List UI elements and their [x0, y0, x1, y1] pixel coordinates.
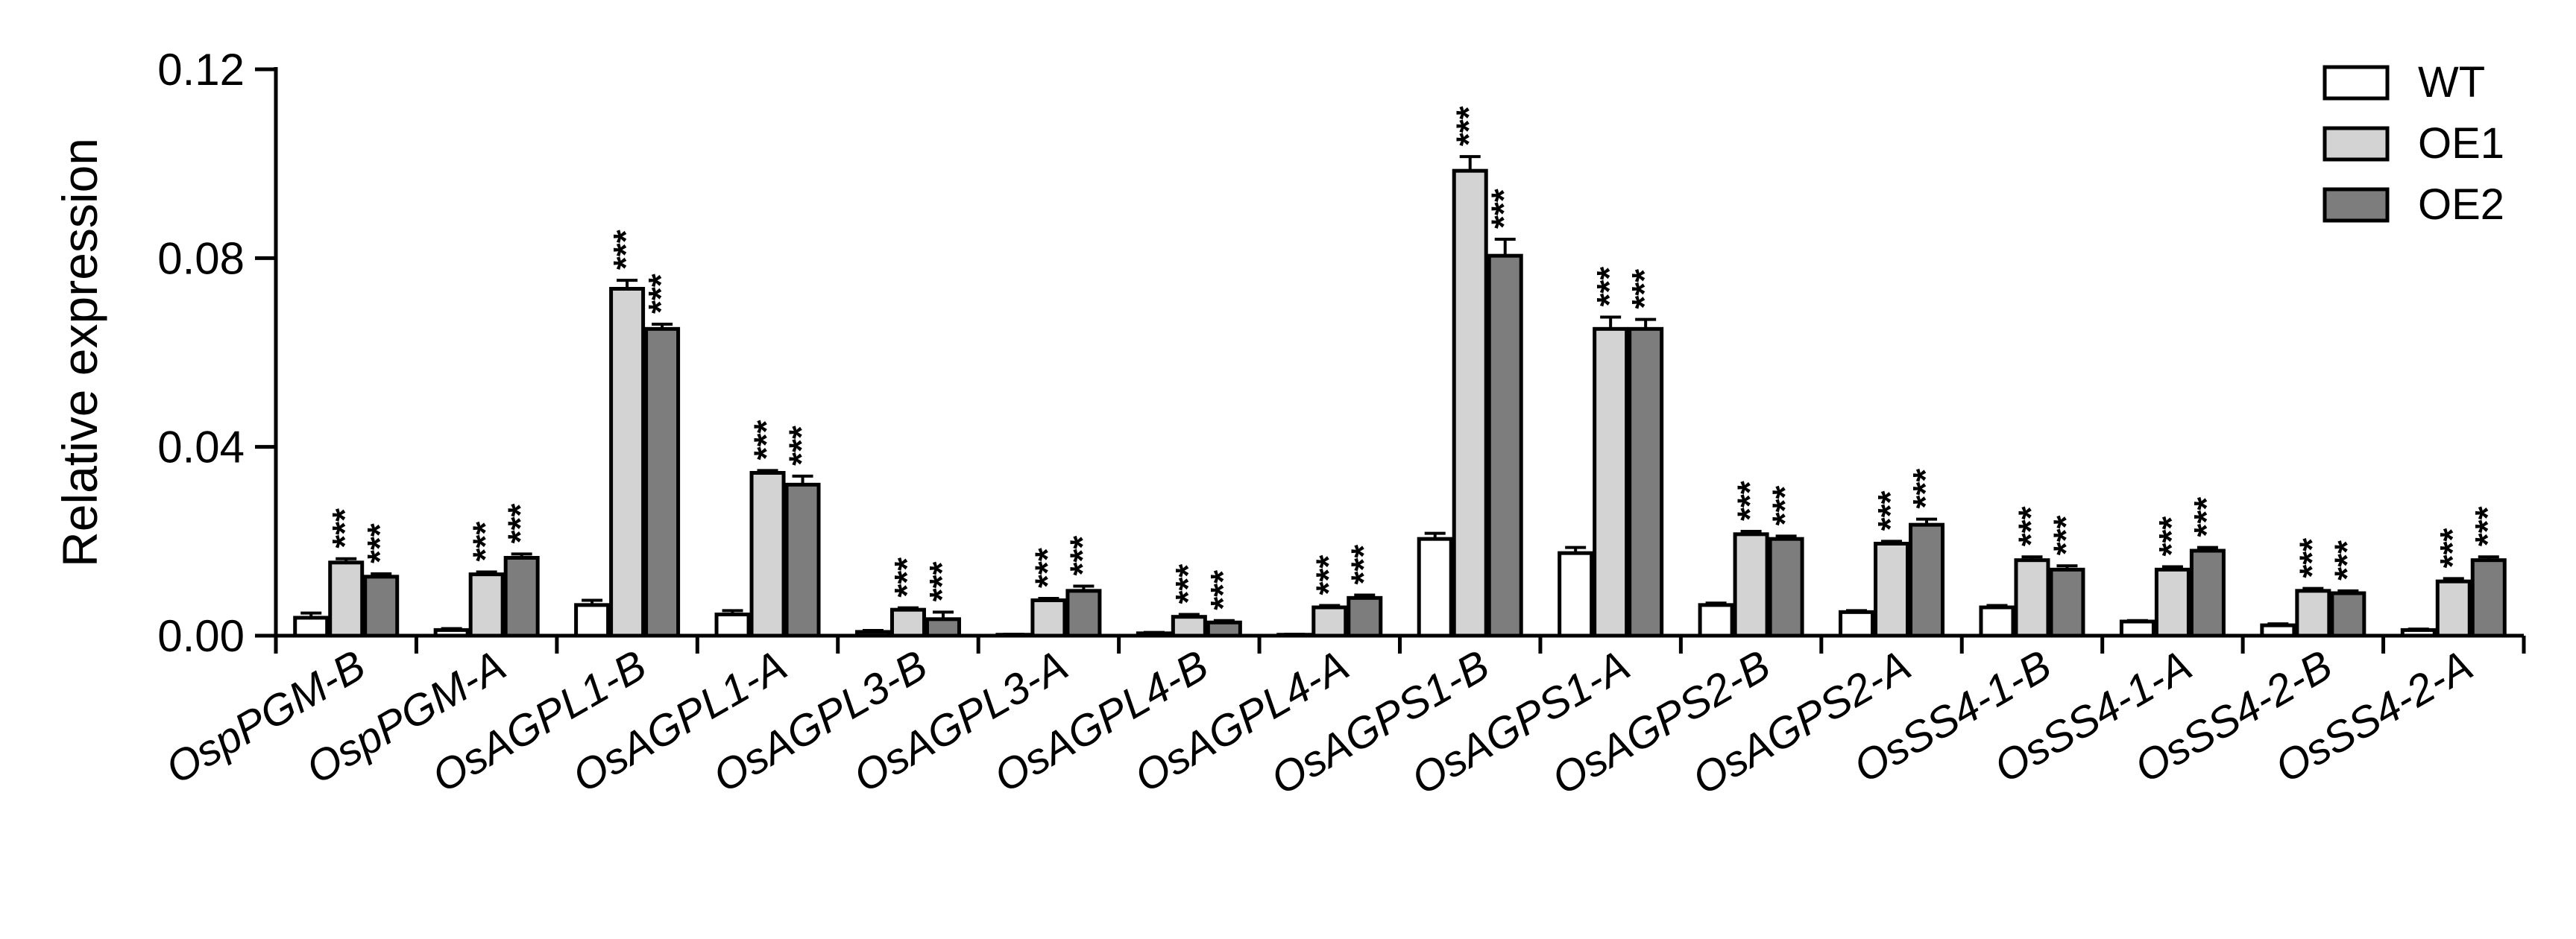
significance-marker: *** [1906, 469, 1944, 509]
bar-wt-osss4-1-b [1979, 605, 2015, 638]
bar-wt-osppgm-b [293, 616, 330, 638]
bar-oe1-osppgm-a [468, 572, 505, 638]
y-tick-label: 0.00 [157, 611, 245, 661]
significance-marker: *** [2433, 528, 2472, 569]
bar-oe2-osagps2-b [1768, 537, 1804, 638]
bar-wt-osagps2-a [1839, 610, 1875, 638]
significance-marker: *** [501, 504, 540, 544]
significance-marker: *** [1309, 555, 1347, 595]
y-tick-label: 0.08 [157, 233, 245, 283]
bar-oe1-osss4-1-b [2014, 558, 2050, 638]
bar-oe1-osagpl4-b [1171, 615, 1207, 638]
significance-marker: *** [1203, 570, 1242, 610]
significance-marker: *** [2292, 538, 2331, 578]
bar-oe2-osss4-1-a [2189, 548, 2226, 638]
significance-marker: *** [1766, 486, 1804, 526]
legend-label-oe2: OE2 [2418, 180, 2504, 229]
significance-marker: *** [1062, 536, 1101, 576]
bar-oe2-osss4-1-b [2049, 567, 2085, 638]
bar-oe2-osss4-2-b [2330, 591, 2366, 638]
bar-oe2-osagpl1-b [644, 326, 681, 638]
bar-oe2-osagps2-a [1909, 522, 1945, 638]
bar-oe1-osss4-2-b [2295, 589, 2331, 638]
legend-label-oe1: OE1 [2418, 119, 2504, 168]
y-tick-label: 0.12 [157, 45, 245, 95]
y-axis-label-group: Relative expression [52, 138, 107, 567]
significance-marker: *** [782, 426, 821, 466]
bar-oe1-osagpl3-a [1030, 598, 1067, 638]
bar-wt-osagpl1-b [574, 603, 611, 638]
bar-oe2-osagpl4-a [1347, 595, 1383, 638]
bar-wt-osss4-1-a [2119, 619, 2155, 638]
legend-label-wt: WT [2418, 58, 2485, 107]
significance-marker: *** [1027, 548, 1066, 588]
significance-marker: *** [1731, 481, 1769, 521]
bar-wt-osagps1-a [1558, 551, 1594, 638]
y-axis-ticks: 0.00 0.04 0.08 0.12 [157, 45, 276, 661]
bar-oe2-osagpl4-b [1206, 620, 1242, 638]
significance-marker: *** [1590, 267, 1628, 307]
x-axis-category-labels: OspPGM-BOspPGM-AOsAGPL1-BOsAGPL1-AOsAGPL… [157, 641, 2481, 804]
significance-marker: *** [2046, 515, 2085, 555]
significance-marker: *** [1449, 106, 1488, 146]
significance-marker: *** [1484, 189, 1523, 229]
legend-swatch-oe1 [2323, 126, 2390, 162]
significance-marker: *** [606, 230, 645, 270]
bar-oe2-osagpl1-a [784, 482, 821, 638]
bar-oe1-osppgm-b [328, 560, 365, 638]
bar-oe1-osagpl1-b [609, 287, 646, 638]
bar-oe2-osss4-2-a [2470, 558, 2507, 638]
significance-marker: *** [2152, 516, 2191, 557]
bars: ****** ************************ **********… [293, 106, 2507, 638]
significance-marker: *** [466, 522, 505, 562]
bar-oe1-osagpl3-b [889, 607, 926, 638]
bar-oe1-osagps1-b [1452, 168, 1488, 638]
y-tick-label: 0.04 [157, 423, 245, 472]
significance-marker: *** [1344, 545, 1382, 585]
bar-oe2-osagps1-b [1487, 253, 1523, 638]
bar-oe2-osppgm-a [503, 556, 540, 638]
significance-marker: *** [2327, 540, 2366, 581]
significance-marker: *** [922, 562, 961, 602]
significance-marker: *** [2187, 497, 2226, 537]
significance-marker: *** [360, 523, 399, 563]
bar-oe1-osagps2-b [1733, 532, 1769, 638]
axes [274, 67, 2526, 654]
significance-marker: *** [747, 420, 786, 461]
bar-oe2-osagpl3-a [1065, 589, 1102, 638]
bar-oe1-osagps1-a [1593, 326, 1629, 638]
significance-marker: *** [1625, 269, 1663, 309]
significance-marker: *** [641, 274, 680, 314]
y-axis-label: Relative expression [52, 138, 107, 567]
legend-swatch-oe2 [2323, 187, 2390, 223]
bar-oe2-osppgm-b [363, 575, 400, 638]
bar-wt-osagpl1-a [714, 613, 751, 638]
significance-marker: *** [1168, 564, 1207, 604]
significance-marker: *** [1871, 491, 1909, 531]
significance-marker: *** [325, 508, 364, 548]
legend: WT OE1 OE2 [2323, 58, 2504, 229]
bar-oe1-osagps2-a [1874, 542, 1910, 638]
significance-marker: *** [2011, 506, 2050, 546]
bar-oe2-osagps1-a [1628, 326, 1664, 638]
bar-oe1-osss4-1-a [2154, 567, 2191, 638]
significance-marker: *** [887, 557, 926, 598]
bar-oe1-osagpl4-a [1311, 605, 1348, 638]
legend-swatch-wt [2323, 65, 2390, 101]
bar-wt-osagps2-b [1698, 603, 1734, 638]
bar-wt-osagps1-b [1417, 537, 1453, 638]
bar-oe1-osss4-2-a [2435, 579, 2472, 638]
bar-oe1-osagpl1-a [749, 471, 786, 638]
bar-oe2-osagpl3-b [925, 617, 961, 638]
significance-marker: *** [2468, 506, 2507, 546]
